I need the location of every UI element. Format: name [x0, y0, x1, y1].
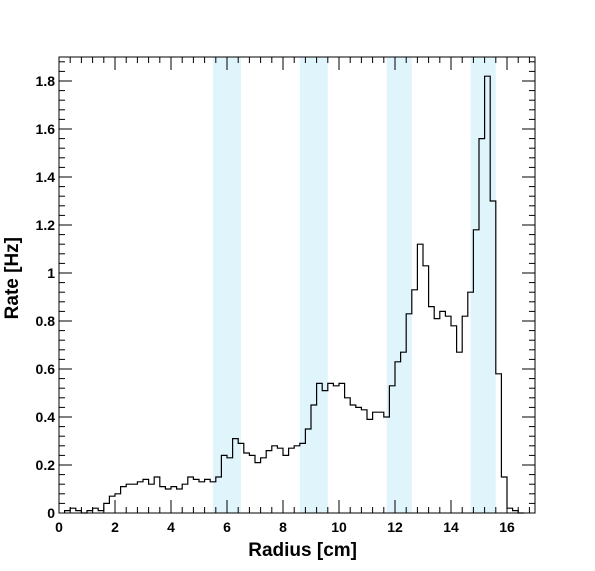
y-tick-label: 1.6 [36, 121, 56, 137]
shaded-band-2 [299, 57, 328, 513]
y-tick-label: 0.8 [36, 313, 56, 329]
y-tick-label: 1 [47, 265, 55, 281]
y-tick-label: 1.2 [36, 217, 56, 233]
x-tick-label: 10 [331, 519, 347, 535]
x-tick-label: 2 [111, 519, 119, 535]
x-tick-label: 6 [223, 519, 231, 535]
shaded-band-1 [213, 57, 241, 513]
histogram-series [63, 75, 524, 514]
x-tick-label: 12 [387, 519, 403, 535]
x-tick-label: 4 [167, 519, 175, 535]
shaded-band-4 [470, 57, 496, 513]
y-tick-label: 0.2 [36, 457, 56, 473]
shaded-bands [213, 57, 496, 513]
y-tick-label: 0.6 [36, 361, 56, 377]
x-tick-label: 16 [499, 519, 515, 535]
x-tick-label: 0 [55, 519, 63, 535]
y-tick-label: 1.8 [36, 73, 56, 89]
shaded-band-3 [386, 57, 412, 513]
tick-labels: 0 2 4 6 8 10 12 14 16 0 0.2 0.4 0.6 0.8 1 1.2 1.4 1.6 1.8 [36, 73, 515, 535]
y-axis-label: Rate [Hz] [2, 237, 23, 319]
plot-frame [58, 56, 536, 514]
y-tick-label: 0.4 [36, 409, 56, 425]
x-tick-label: 14 [443, 519, 459, 535]
y-tick-label: 0 [47, 505, 55, 521]
x-tick-label: 8 [279, 519, 287, 535]
axis-ticks [58, 57, 535, 514]
y-tick-label: 1.4 [36, 169, 56, 185]
x-axis-label: Radius [cm] [248, 540, 357, 561]
